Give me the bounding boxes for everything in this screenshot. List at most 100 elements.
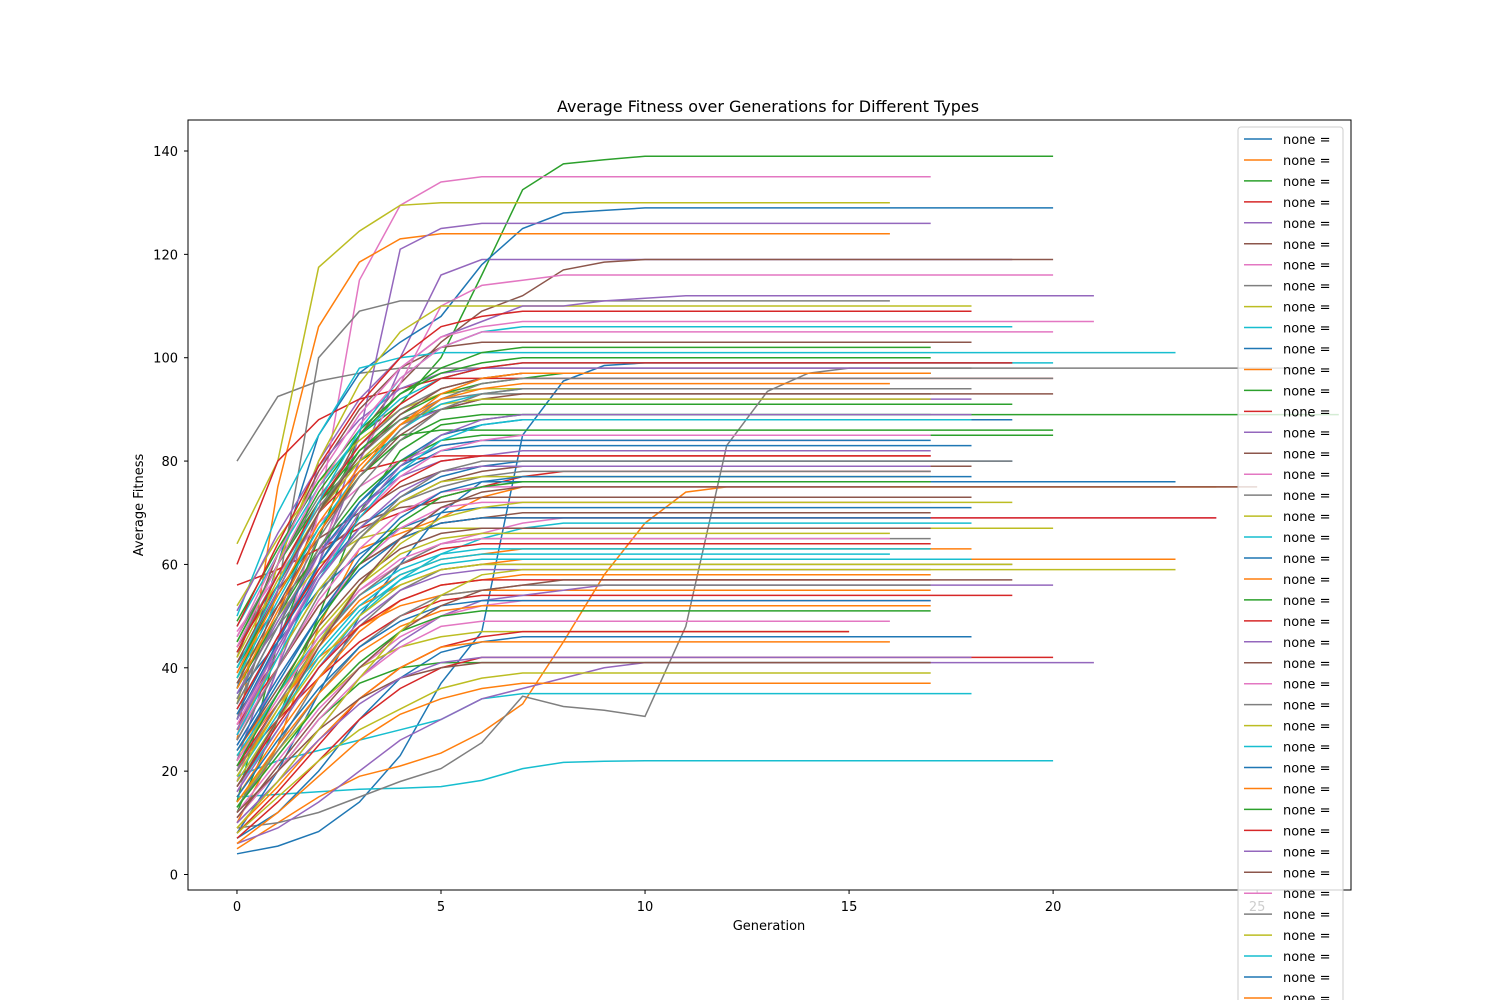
legend-label: none = bbox=[1283, 615, 1330, 630]
legend-label: none = bbox=[1283, 552, 1330, 567]
series-line bbox=[236, 661, 931, 814]
legend-label: none = bbox=[1283, 217, 1330, 232]
series-line bbox=[236, 574, 931, 798]
series-line bbox=[236, 201, 890, 545]
legend-label: none = bbox=[1283, 929, 1330, 944]
series-line bbox=[236, 605, 931, 803]
legend-label: none = bbox=[1283, 405, 1330, 420]
series-line bbox=[236, 300, 890, 720]
legend-label: none = bbox=[1283, 196, 1330, 211]
legend-label: none = bbox=[1283, 301, 1330, 316]
series-line bbox=[236, 486, 1258, 787]
series-line bbox=[236, 274, 1054, 736]
y-axis-label: Average Fitness bbox=[132, 454, 147, 557]
series-line bbox=[236, 475, 972, 751]
legend-label: none = bbox=[1283, 468, 1330, 483]
legend-label: none = bbox=[1283, 238, 1330, 253]
series-layer bbox=[236, 155, 1339, 855]
series-line bbox=[236, 589, 931, 757]
series-line bbox=[236, 222, 931, 772]
legend-label: none = bbox=[1283, 782, 1330, 797]
legend-label: none = bbox=[1283, 866, 1330, 881]
series-line bbox=[236, 341, 972, 658]
series-line bbox=[236, 346, 931, 643]
series-line bbox=[236, 460, 1013, 741]
series-line bbox=[236, 594, 1013, 767]
series-line bbox=[236, 207, 1054, 689]
series-line bbox=[236, 449, 931, 694]
legend-label: none = bbox=[1283, 845, 1330, 860]
series-line bbox=[236, 155, 1054, 803]
series-line bbox=[236, 331, 1054, 648]
x-axis: 0510152025 bbox=[233, 890, 1265, 915]
x-tick-label: 20 bbox=[1045, 900, 1062, 915]
legend-label: none = bbox=[1283, 363, 1330, 378]
series-line bbox=[236, 465, 931, 720]
x-tick-label: 0 bbox=[233, 900, 241, 915]
series-line bbox=[236, 372, 931, 689]
legend-label: none = bbox=[1283, 447, 1330, 462]
legend-box bbox=[1237, 126, 1344, 1000]
legend-label: none = bbox=[1283, 133, 1330, 148]
legend-label: none = bbox=[1283, 720, 1330, 735]
series-line bbox=[236, 351, 1176, 617]
legend-label: none = bbox=[1283, 384, 1330, 399]
legend-label: none = bbox=[1283, 426, 1330, 441]
chart-title: Average Fitness over Generations for Dif… bbox=[557, 97, 979, 116]
series-line bbox=[236, 439, 931, 705]
plot-frame bbox=[187, 119, 1352, 891]
legend-label: none = bbox=[1283, 531, 1330, 546]
legend-label: none = bbox=[1283, 280, 1330, 295]
series-line bbox=[236, 325, 1013, 669]
legend-label: none = bbox=[1283, 678, 1330, 693]
legend-label: none = bbox=[1283, 154, 1330, 169]
legend-label: none = bbox=[1283, 992, 1330, 1000]
legend-label: none = bbox=[1283, 908, 1330, 923]
series-line bbox=[236, 393, 1054, 684]
y-axis: 0 20 40 60 80 100 120 140 bbox=[153, 145, 188, 883]
series-line bbox=[236, 599, 931, 798]
series-line bbox=[236, 682, 931, 845]
series-line bbox=[236, 656, 972, 824]
series-line bbox=[236, 455, 931, 710]
series-line bbox=[236, 563, 1013, 782]
series-line bbox=[236, 305, 972, 705]
legend-label: none = bbox=[1283, 573, 1330, 588]
legend: none = none = none = none = none = none = none… bbox=[1237, 126, 1344, 1000]
legend-label: none = bbox=[1283, 971, 1330, 986]
series-line bbox=[236, 512, 931, 741]
legend-label: none = bbox=[1283, 762, 1330, 777]
series-line bbox=[236, 418, 972, 736]
series-line bbox=[236, 641, 890, 829]
y-tick-label: 20 bbox=[161, 765, 178, 780]
legend-label: none = bbox=[1283, 343, 1330, 358]
x-tick-label: 10 bbox=[637, 900, 654, 915]
series-line bbox=[236, 496, 972, 664]
legend-label: none = bbox=[1283, 636, 1330, 651]
legend-label: none = bbox=[1283, 824, 1330, 839]
x-tick-label: 5 bbox=[437, 900, 445, 915]
legend-label: none = bbox=[1283, 175, 1330, 190]
legend-label: none = bbox=[1283, 699, 1330, 714]
series-line bbox=[236, 356, 931, 622]
series-line bbox=[236, 558, 972, 782]
series-line bbox=[236, 377, 1054, 700]
series-line bbox=[236, 506, 972, 695]
legend-label: none = bbox=[1283, 657, 1330, 672]
y-tick-label: 100 bbox=[153, 352, 178, 367]
series-line bbox=[236, 517, 931, 746]
series-line bbox=[236, 527, 931, 751]
series-line bbox=[236, 310, 972, 627]
series-line bbox=[236, 387, 972, 705]
series-line bbox=[236, 672, 931, 834]
legend-label: none = bbox=[1283, 594, 1330, 609]
y-tick-label: 80 bbox=[161, 455, 178, 470]
x-axis-label: Generation bbox=[733, 919, 806, 934]
legend-label: none = bbox=[1283, 259, 1330, 274]
y-tick-label: 60 bbox=[161, 558, 178, 573]
legend-label: none = bbox=[1283, 887, 1330, 902]
series-line bbox=[236, 568, 1176, 829]
series-line bbox=[236, 760, 1054, 798]
series-line bbox=[236, 232, 890, 741]
